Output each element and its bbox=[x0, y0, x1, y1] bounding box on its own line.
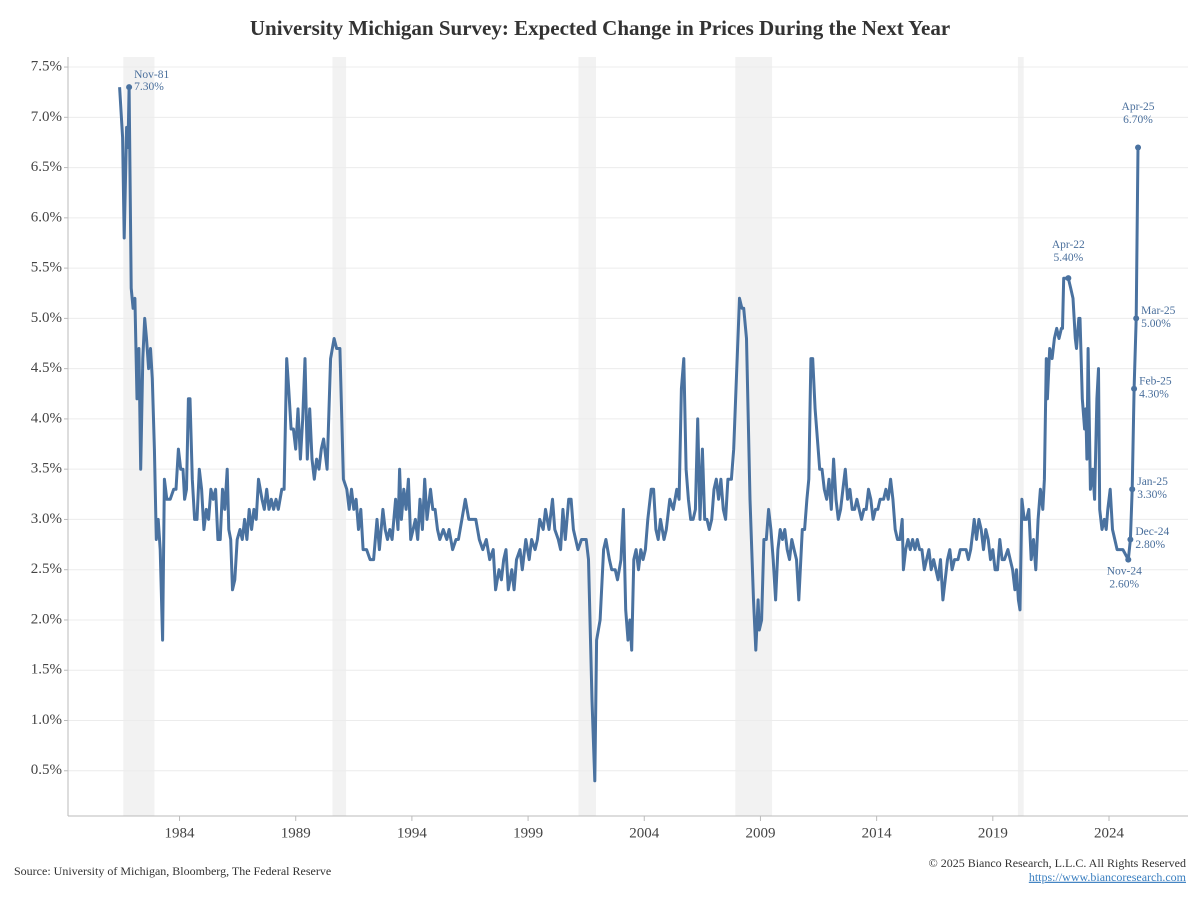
shaded-period bbox=[332, 57, 347, 816]
y-tick-label: 7.5% bbox=[31, 58, 62, 74]
annotation-dot bbox=[1131, 385, 1138, 392]
annotation-value: 5.00% bbox=[1141, 318, 1171, 330]
x-tick-label: 1984 bbox=[165, 825, 196, 841]
data-line bbox=[118, 85, 1140, 783]
annotation-dot bbox=[1125, 556, 1132, 563]
y-tick-label: 6.5% bbox=[31, 159, 62, 175]
annotation-dot bbox=[1127, 536, 1134, 543]
annotation-label: Jan-25 bbox=[1137, 476, 1168, 488]
y-tick-label: 6.0% bbox=[31, 209, 62, 225]
shaded-layer bbox=[123, 57, 1024, 816]
shaded-period bbox=[1017, 57, 1024, 816]
annotation-value: 7.30% bbox=[134, 81, 164, 93]
y-tick-label: 4.0% bbox=[31, 410, 62, 426]
shaded-period bbox=[735, 57, 773, 816]
x-tick-label: 1989 bbox=[281, 825, 311, 841]
x-tick-label: 2004 bbox=[629, 825, 660, 841]
y-tick-label: 5.5% bbox=[31, 260, 62, 276]
annotation-value: 6.70% bbox=[1123, 114, 1153, 126]
annotation-label: Apr-25 bbox=[1122, 101, 1155, 113]
x-tick-label: 2019 bbox=[978, 825, 1008, 841]
y-tick-label: 2.5% bbox=[31, 561, 62, 577]
source-note: Source: University of Michigan, Bloomber… bbox=[14, 864, 331, 878]
chart-title: University Michigan Survey: Expected Cha… bbox=[250, 16, 950, 40]
y-tick-label: 5.0% bbox=[31, 310, 62, 326]
plot-layer: Nov-817.30% Apr-225.40% Apr-256.70% Mar-255… bbox=[118, 69, 1176, 783]
annotation-value: 2.80% bbox=[1135, 539, 1165, 551]
y-tick-label: 2.0% bbox=[31, 611, 62, 627]
y-tick-label: 1.5% bbox=[31, 662, 62, 678]
annotation-value: 3.30% bbox=[1137, 489, 1167, 501]
x-tick-label: 2014 bbox=[862, 825, 893, 841]
annotation-label: Mar-25 bbox=[1141, 305, 1176, 317]
annotation-value: 4.30% bbox=[1139, 388, 1169, 400]
annotation-value: 5.40% bbox=[1053, 252, 1083, 264]
y-tick-label: 0.5% bbox=[31, 762, 62, 778]
y-tick-label: 3.0% bbox=[31, 511, 62, 527]
y-tick-label: 1.0% bbox=[31, 712, 62, 728]
copyright-note: © 2025 Bianco Research, L.L.C. All Right… bbox=[929, 856, 1186, 870]
annotation-label: Nov-81 bbox=[134, 69, 169, 81]
annotation-label: Dec-24 bbox=[1135, 526, 1169, 538]
x-tick-label: 2024 bbox=[1094, 825, 1125, 841]
annotation-label: Apr-22 bbox=[1052, 239, 1085, 251]
annotation-label: Feb-25 bbox=[1139, 375, 1172, 387]
y-tick-label: 3.5% bbox=[31, 461, 62, 477]
annotation-dot bbox=[1065, 275, 1072, 282]
y-tick-label: 7.0% bbox=[31, 109, 62, 125]
x-tick-label: 1999 bbox=[513, 825, 543, 841]
grid-layer: 0.5% 1.0% 1.5% 2.0% 2.5% 3.0% 3.5% 4.0% 4.5% 5.0%… bbox=[31, 57, 1188, 841]
y-tick-label: 4.5% bbox=[31, 360, 62, 376]
x-tick-label: 2009 bbox=[745, 825, 775, 841]
annotation-dot bbox=[1133, 315, 1140, 322]
website-link[interactable]: https://www.biancoresearch.com bbox=[1029, 870, 1187, 884]
annotation-dot bbox=[1135, 144, 1142, 151]
x-tick-label: 1994 bbox=[397, 825, 428, 841]
annotation-value: 2.60% bbox=[1109, 578, 1139, 590]
annotation-label: Nov-24 bbox=[1107, 565, 1142, 577]
annotation-dot bbox=[126, 84, 133, 91]
annotation-dot bbox=[1129, 486, 1136, 493]
